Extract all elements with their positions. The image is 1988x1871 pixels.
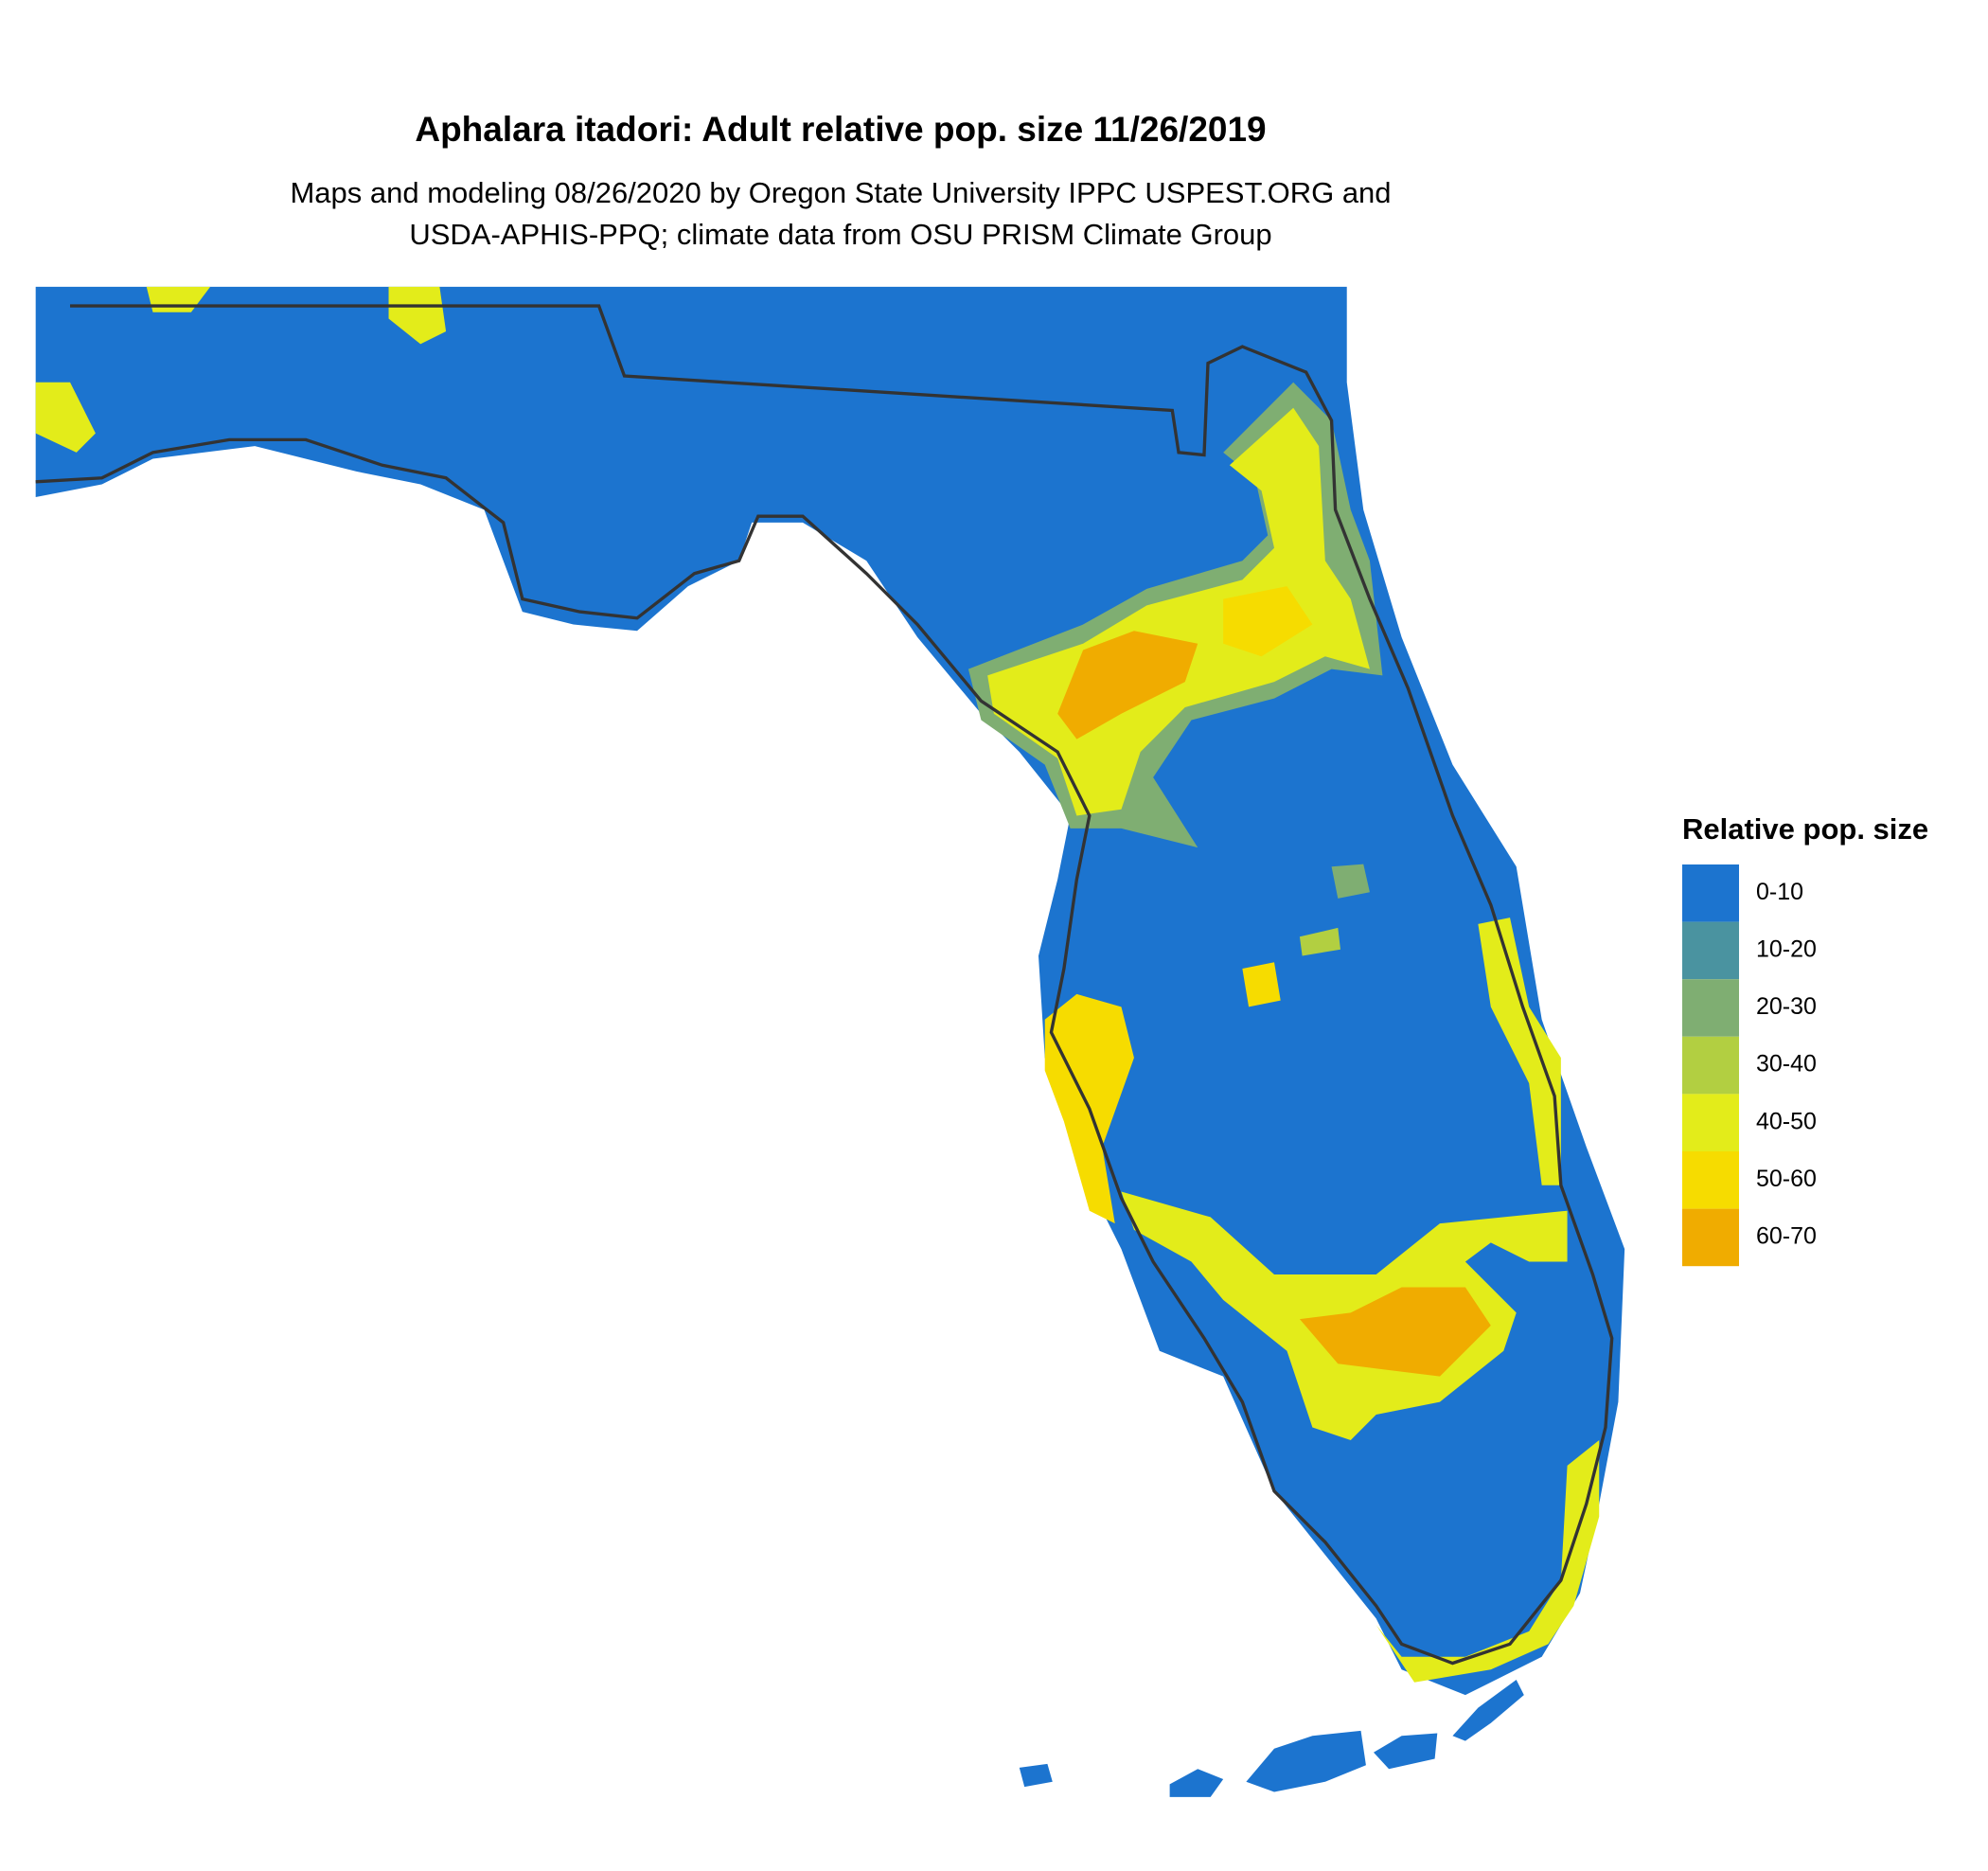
map-subtitle: USDA-APHIS-PPQ; climate data from OSU PR… [409,218,1271,251]
habitat-zone [388,286,447,345]
legend-label: 60-70 [1756,1223,1817,1250]
legend-label: 10-20 [1756,936,1817,963]
habitat-zone [1331,864,1370,899]
legend: 0-10 10-20 20-30 30-40 40-50 50-60 60-70 [1682,864,1817,1267]
legend-swatch [1682,979,1739,1037]
habitat-zone [1376,1439,1600,1683]
habitat-zone [35,382,96,453]
land-mass [35,286,1625,1696]
island [1452,1680,1524,1741]
legend-swatch [1682,1151,1739,1209]
island [1019,1763,1053,1788]
legend-label: 0-10 [1756,879,1803,905]
legend-label: 40-50 [1756,1108,1817,1134]
habitat-zone [1242,962,1281,1007]
map [35,286,1625,1797]
legend-swatch [1682,864,1739,922]
legend-label: 50-60 [1756,1166,1817,1192]
legend-swatch [1682,1208,1739,1267]
legend-title: Relative pop. size [1682,812,1928,846]
island [1373,1733,1438,1770]
state-boundary [35,304,1614,1666]
map-subtitle: Maps and modeling 08/26/2020 by Oregon S… [290,176,1391,209]
habitat-zone [1299,927,1340,956]
habitat-zone [1057,631,1198,739]
habitat-zone [1223,586,1313,657]
legend-swatch [1682,1036,1739,1095]
island [1169,1769,1224,1797]
legend-label: 20-30 [1756,993,1817,1020]
map-title: Aphalara itadori: Adult relative pop. si… [415,110,1266,149]
legend-label: 30-40 [1756,1051,1817,1078]
habitat-zone [1299,1287,1491,1377]
island [1246,1730,1366,1792]
legend-swatch [1682,1094,1739,1151]
legend-swatch [1682,921,1739,980]
habitat-zone [1478,918,1561,1185]
